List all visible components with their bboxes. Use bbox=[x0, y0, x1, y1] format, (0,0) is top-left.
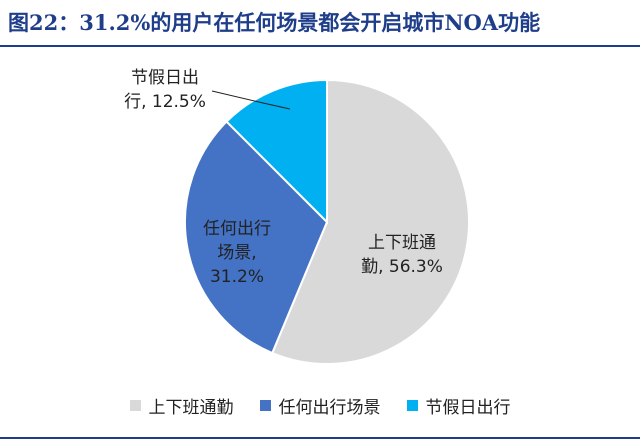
legend-label-commute: 上下班通勤 bbox=[148, 397, 234, 418]
label-commute: 上下班通勤, 56.3% bbox=[361, 233, 443, 277]
legend: 上下班通勤 任何出行场景 节假日出行 bbox=[0, 392, 640, 418]
chart-title: 图22：31.2%的用户在任何场景都会开启城市NOA功能 bbox=[8, 10, 541, 35]
legend-item-holiday: 节假日出行 bbox=[406, 393, 511, 418]
bottom-rule bbox=[0, 437, 640, 439]
legend-item-any-scene: 任何出行场景 bbox=[259, 393, 381, 418]
label-holiday: 节假日出行, 12.5% bbox=[124, 68, 206, 112]
legend-label-holiday: 节假日出行 bbox=[425, 397, 511, 418]
legend-swatch-holiday bbox=[406, 399, 418, 411]
slice-commute bbox=[270, 78, 470, 365]
label-any-scene: 任何出行场景, 31.2% bbox=[203, 219, 271, 287]
slice-any-scene bbox=[184, 120, 329, 355]
slice-holiday bbox=[225, 78, 328, 225]
leader-line-holiday bbox=[211, 90, 291, 110]
legend-swatch-commute bbox=[129, 399, 141, 411]
legend-label-any-scene: 任何出行场景 bbox=[278, 397, 381, 418]
legend-swatch-any-scene bbox=[259, 399, 271, 411]
title-rule bbox=[0, 45, 640, 47]
legend-item-commute: 上下班通勤 bbox=[129, 393, 234, 418]
